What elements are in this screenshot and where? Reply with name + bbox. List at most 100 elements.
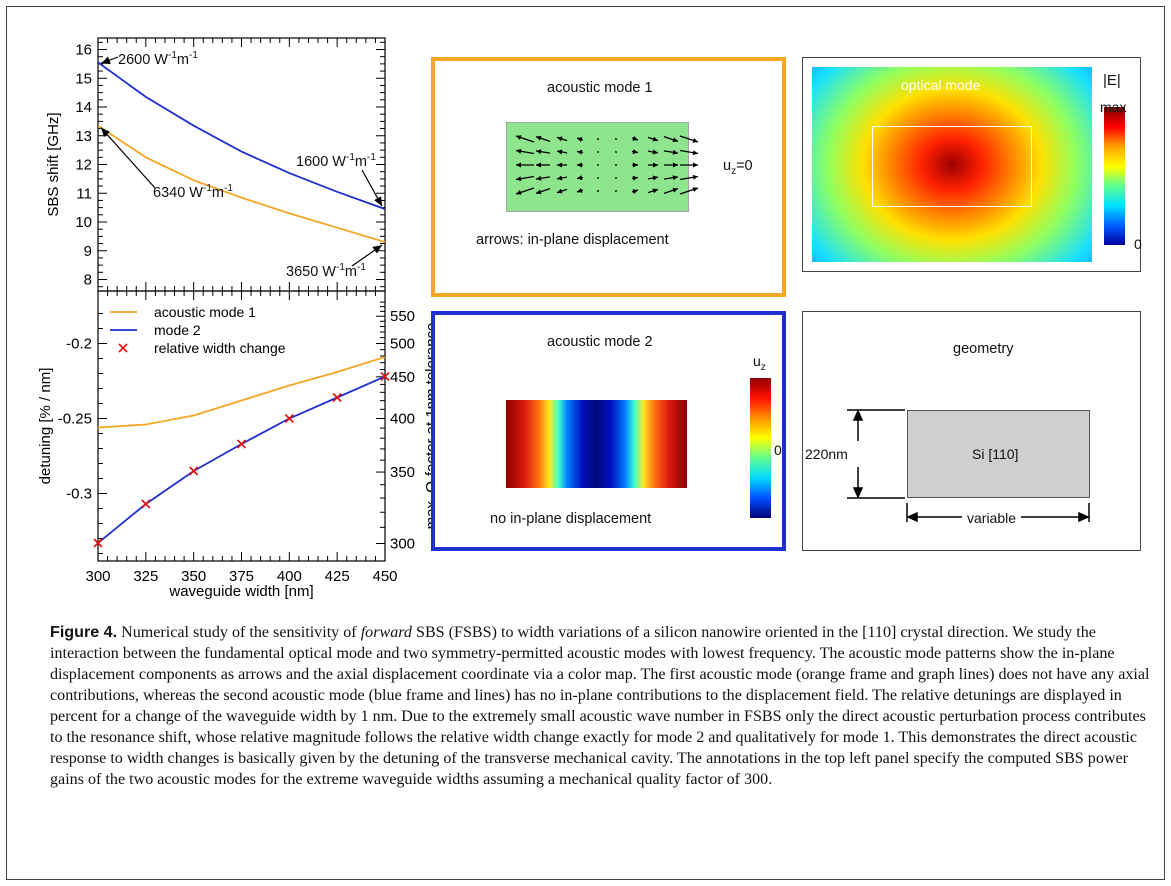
displacement-arrowhead bbox=[672, 149, 678, 155]
x-tick-label: 350 bbox=[181, 568, 206, 585]
caption-part-2: SBS (FSBS) to width variations of a sili… bbox=[50, 624, 1150, 788]
figure-label: Figure 4. bbox=[50, 623, 118, 641]
relative-width-change-marker bbox=[332, 392, 342, 403]
mode1-note: arrows: in-plane displacement bbox=[476, 232, 669, 248]
gain-annotation-1: 2600 W-1m-1 bbox=[118, 50, 198, 68]
bottom-y-tick-label: -0.25 bbox=[58, 411, 92, 428]
si-waveguide bbox=[907, 410, 1090, 498]
figure-frame bbox=[6, 6, 1165, 880]
x-tick-label: 425 bbox=[325, 568, 350, 585]
displacement-arrowhead bbox=[577, 162, 582, 168]
displacement-arrowhead bbox=[672, 175, 678, 181]
annotation-arrowhead bbox=[101, 127, 110, 138]
displacement-arrowhead bbox=[652, 175, 658, 181]
annotation-arrowhead bbox=[101, 56, 111, 64]
displacement-arrowhead bbox=[577, 175, 583, 181]
displacement-arrowhead bbox=[536, 189, 542, 195]
displacement-arrows bbox=[515, 135, 699, 195]
figure-caption: Figure 4. Numerical study of the sensiti… bbox=[50, 622, 1150, 790]
optical-mode-panel: optical mode |E| max 0 bbox=[802, 57, 1142, 272]
displacement-arrowhead bbox=[557, 136, 563, 142]
top-chart: 8 9 10 11 12 13 14 15 16 SBS shift [GHz] bbox=[45, 37, 386, 292]
mode2-cb-title: uz bbox=[753, 353, 766, 373]
top-y-tick-label: 13 bbox=[75, 128, 92, 145]
displacement-arrow bbox=[614, 190, 618, 192]
relative-width-change-marker bbox=[284, 413, 294, 424]
optical-field-map: optical mode bbox=[812, 67, 1092, 262]
displacement-arrowhead bbox=[633, 162, 638, 168]
relative-width-change-marker bbox=[93, 538, 103, 548]
geometry-width-label: variable bbox=[965, 510, 1019, 526]
displacement-arrowhead bbox=[632, 189, 638, 194]
displacement-arrowhead bbox=[516, 148, 522, 154]
displacement-arrowhead bbox=[652, 149, 658, 155]
top-y-axis-label: SBS shift [GHz] bbox=[45, 112, 62, 216]
top-y-tick-label: 16 bbox=[75, 42, 92, 59]
mode2-cb-zero: 0 bbox=[774, 442, 782, 458]
displacement-arrowhead bbox=[653, 162, 658, 168]
top-y-tick-label: 12 bbox=[75, 157, 92, 174]
top-y-tick-label: 14 bbox=[75, 99, 92, 116]
displacement-arrowhead bbox=[672, 137, 678, 143]
displacement-arrowhead bbox=[516, 190, 522, 195]
acoustic-mode-1-panel: acoustic mode 1 uz=0 arrows: in-plane di… bbox=[431, 57, 786, 297]
displacement-arrowhead bbox=[672, 187, 678, 193]
displacement-arrowhead bbox=[557, 175, 563, 181]
q-axis-tick-label: 550 bbox=[390, 308, 415, 325]
displacement-arrow bbox=[596, 190, 600, 192]
displacement-arrowhead bbox=[632, 136, 638, 141]
displacement-arrowhead bbox=[692, 187, 698, 192]
mode1-uz-label: uz=0 bbox=[723, 158, 753, 177]
displacement-arrowhead bbox=[536, 149, 542, 155]
optical-title: optical mode bbox=[901, 77, 981, 93]
x-tick-label: 375 bbox=[229, 568, 254, 585]
optical-cb-title: |E| bbox=[1103, 72, 1121, 89]
geometry-material: Si [110] bbox=[972, 446, 1019, 462]
x-tick-label: 325 bbox=[133, 568, 158, 585]
displacement-arrowhead bbox=[652, 188, 658, 194]
bottom-y-axis-label: detuning [% / nm] bbox=[37, 368, 54, 485]
q-axis-tick-label: 400 bbox=[390, 411, 415, 428]
displacement-arrowhead bbox=[536, 135, 542, 141]
displacement-arrowhead bbox=[557, 162, 562, 168]
displacement-arrowhead bbox=[692, 150, 698, 156]
legend-label-1: acoustic mode 1 bbox=[154, 304, 256, 320]
caption-emphasis: forward bbox=[360, 624, 412, 641]
gain-annotation-4: 3650 W-1m-1 bbox=[286, 262, 366, 280]
annotation-arrowhead bbox=[374, 196, 382, 207]
relative-width-change-marker bbox=[189, 466, 199, 476]
top-series-line-2 bbox=[98, 124, 385, 243]
top-y-tick-label: 10 bbox=[75, 214, 92, 231]
legend-label-3: relative width change bbox=[154, 340, 286, 356]
displacement-arrowhead bbox=[577, 149, 583, 155]
x-axis-label: waveguide width [nm] bbox=[168, 583, 313, 600]
mode2-note: no in-plane displacement bbox=[490, 511, 652, 527]
top-y-tick-label: 8 bbox=[84, 272, 92, 289]
q-axis-tick-label: 300 bbox=[390, 536, 415, 553]
displacement-arrowhead bbox=[516, 176, 522, 182]
legend-marker-relative-width-change bbox=[118, 343, 128, 353]
q-axis-tick-label: 450 bbox=[390, 369, 415, 386]
q-axis-tick-label: 500 bbox=[390, 336, 415, 353]
top-y-tick-label: 15 bbox=[75, 70, 92, 87]
gain-annotation-3: 1600 W-1m-1 bbox=[296, 152, 376, 170]
x-tick-label: 450 bbox=[372, 568, 397, 585]
displacement-arrowhead bbox=[557, 188, 563, 194]
displacement-arrowhead bbox=[692, 138, 698, 143]
bottom-y-tick-label: -0.3 bbox=[66, 486, 92, 503]
displacement-arrowhead bbox=[692, 174, 698, 180]
displacement-arrowhead bbox=[577, 137, 583, 142]
displacement-arrowhead bbox=[516, 135, 522, 140]
annotation-arrow bbox=[100, 127, 156, 189]
gain-annotation-2: 6340 W-1m-1 bbox=[153, 183, 233, 201]
relative-width-change-marker bbox=[236, 439, 247, 449]
q-axis-tick-label: 350 bbox=[390, 464, 415, 481]
top-y-tick-label: 11 bbox=[76, 185, 92, 202]
displacement-arrowhead bbox=[516, 162, 521, 168]
displacement-arrowhead bbox=[536, 175, 542, 181]
geometry-title: geometry bbox=[953, 341, 1014, 357]
top-series-line-1 bbox=[98, 61, 385, 210]
optical-cb-max: max bbox=[1100, 99, 1127, 115]
bottom-y-tick-label: -0.2 bbox=[66, 336, 92, 353]
